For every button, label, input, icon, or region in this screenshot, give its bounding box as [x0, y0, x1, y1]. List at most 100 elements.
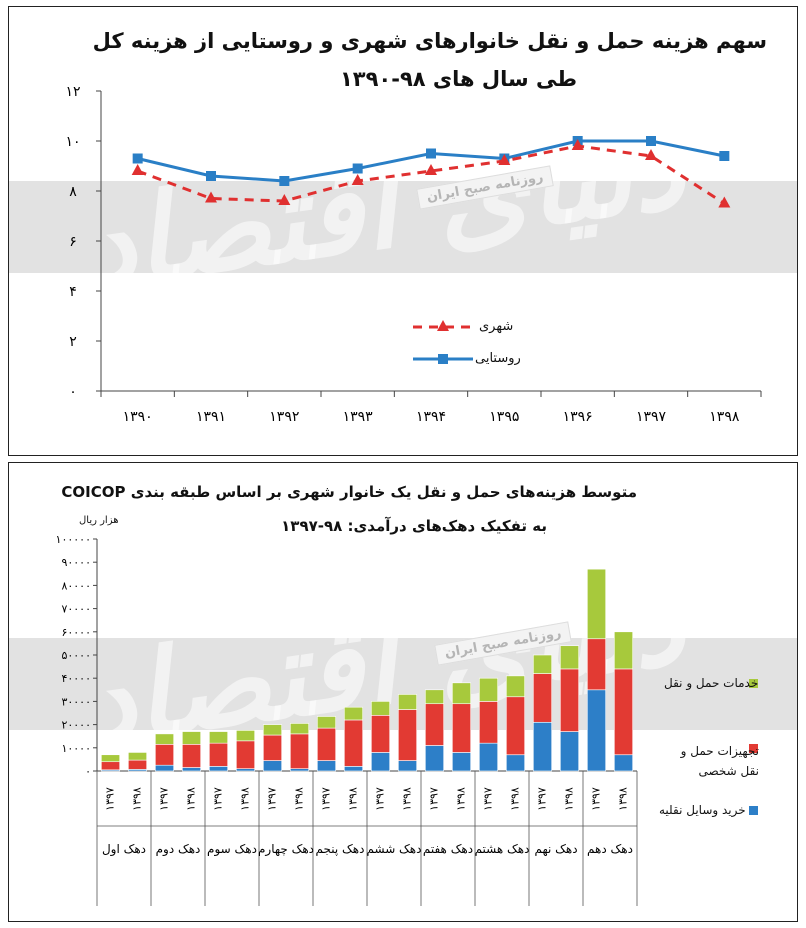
- y-tick-label: ۲: [69, 334, 77, 350]
- rural-point: [719, 151, 730, 161]
- y-tick-label: ۷۰۰۰۰: [61, 603, 91, 616]
- bar-equipment: [209, 742, 228, 767]
- bar-equipment: [452, 703, 471, 753]
- rural-point: [352, 163, 363, 174]
- group-label: دهک دوم: [156, 842, 201, 857]
- x-tick-label: ۱۳۹۸: [563, 787, 576, 811]
- legend-urban-marker: [437, 320, 449, 331]
- group-label: دهک نهم: [534, 842, 577, 856]
- y-tick-label: ۰: [85, 765, 91, 778]
- x-tick-label: ۱۳۹۸: [509, 787, 522, 811]
- bar-purchase: [614, 754, 633, 772]
- bar-services: [506, 675, 525, 698]
- x-tick-label: ۱۳۹۸: [293, 787, 306, 811]
- chart-title: سهم هزینه حمل و نقل خانوارهای شهری و روس…: [92, 29, 767, 53]
- group-label: دهک هشتم: [475, 842, 530, 856]
- legend-equipment-label: تجهیزات حمل و نقل شخصی: [680, 744, 759, 778]
- y-tick-label: ۶۰۰۰۰: [61, 626, 91, 639]
- bar-purchase: [425, 745, 444, 772]
- bar-equipment: [290, 733, 309, 769]
- x-tick-label: ۱۳۹۴: [416, 409, 446, 425]
- bar-purchase: [560, 731, 579, 772]
- legend-purchase-swatch: [749, 806, 758, 815]
- y-tick-label: ۹۰۰۰۰: [61, 556, 91, 569]
- bar-services: [452, 682, 471, 705]
- x-tick-label: ۱۳۹۰: [123, 409, 153, 425]
- x-tick-label: ۱۳۹۷: [482, 787, 495, 811]
- y-tick-label: ۱۰: [65, 134, 80, 150]
- urban-point: [278, 194, 291, 205]
- x-tick-label: ۱۳۹۸: [131, 787, 144, 811]
- rural-point: [132, 153, 143, 164]
- x-tick-label: ۱۳۹۸: [185, 787, 198, 811]
- bar-purchase: [344, 766, 363, 772]
- rural-point: [279, 176, 290, 186]
- y-tick-label: ۱۲: [65, 84, 80, 100]
- group-label: دهک اول: [102, 842, 146, 857]
- bar-purchase: [587, 689, 606, 772]
- bar-equipment: [155, 744, 174, 766]
- urban-point: [498, 154, 511, 165]
- bar-services: [182, 731, 201, 745]
- bar-services: [614, 631, 633, 670]
- x-tick-label: ۱۳۹۷: [158, 787, 171, 811]
- urban-point: [205, 191, 217, 203]
- urban-point: [425, 164, 437, 175]
- chart-subtitle: به تفکیک دهک‌های درآمدی: ۹۸-۱۳۹۷: [281, 517, 547, 535]
- x-tick-label: ۱۳۹۷: [212, 787, 225, 811]
- group-label: دهک پنجم: [316, 842, 365, 856]
- y-tick-label: ۲۰۰۰۰: [61, 719, 91, 732]
- urban-point: [718, 196, 731, 208]
- bar-purchase: [155, 764, 174, 772]
- x-tick-label: ۱۳۹۷: [428, 787, 441, 811]
- bar-services: [209, 731, 228, 744]
- bar-equipment: [533, 673, 552, 723]
- x-tick-label: ۱۳۹۱: [196, 409, 226, 425]
- bar-purchase: [371, 752, 390, 772]
- legend-urban-label: شهری: [479, 319, 514, 334]
- bar-equipment: [344, 719, 363, 767]
- bar-purchase: [263, 760, 282, 772]
- bar-equipment: [506, 696, 525, 756]
- bar-services: [236, 730, 255, 742]
- legend-services-swatch: [749, 679, 758, 688]
- x-tick-label: ۱۳۹۷: [590, 787, 603, 811]
- urban-point: [645, 149, 657, 160]
- rural-point: [426, 148, 436, 159]
- legend-rural-label: روستایی: [475, 351, 521, 366]
- y-unit-label: هزار ریال: [79, 515, 119, 526]
- bar-equipment: [182, 744, 201, 768]
- bar-services: [398, 694, 417, 710]
- y-tick-label: ۱۰۰۰۰۰: [56, 533, 91, 546]
- urban-point: [571, 139, 584, 150]
- x-tick-label: ۱۳۹۷: [320, 787, 333, 811]
- bar-purchase: [479, 742, 498, 772]
- x-tick-label: ۱۳۹۷: [536, 787, 549, 811]
- bar-equipment: [317, 727, 336, 761]
- y-tick-label: ۱۰۰۰۰: [61, 742, 91, 755]
- y-tick-label: ۸۰۰۰۰: [61, 579, 91, 592]
- bar-equipment: [614, 668, 633, 756]
- bar-services: [344, 706, 363, 721]
- series-urban-line: [137, 144, 726, 205]
- legend-rural-marker: [438, 354, 448, 364]
- bar-purchase: [290, 768, 309, 772]
- bar-equipment: [398, 709, 417, 761]
- x-tick-label: ۱۳۹۷: [266, 787, 279, 811]
- line-chart-svg: ۰ ۲ ۴ ۶ ۸ ۱۰ ۱۲ ۱۳۹۰ ۱۳۹۱ ۱۳۹۲ ۱۳۹۳ ۱۳۹۴ ۱۳۹۵ ۱۳۹۶ ۱۳۹…: [65, 84, 762, 425]
- bar-purchase: [209, 766, 228, 772]
- rural-point: [646, 136, 656, 146]
- x-tick-label: ۱۳۹۷: [104, 787, 117, 811]
- x-tick-label: ۱۳۹۸: [401, 787, 414, 811]
- bar-equipment: [587, 638, 606, 691]
- bar-equipment: [425, 703, 444, 746]
- y-tick-label: ۸: [69, 184, 77, 200]
- bar-purchase: [452, 752, 471, 772]
- group-label: دهک چهارم: [258, 842, 314, 857]
- bar-equipment: [128, 759, 147, 770]
- bar-equipment: [371, 715, 390, 753]
- group-label: دهک دهم: [587, 842, 633, 856]
- y-tick-label: ۶: [69, 234, 77, 250]
- bar-purchase: [182, 767, 201, 772]
- rural-point: [206, 171, 216, 181]
